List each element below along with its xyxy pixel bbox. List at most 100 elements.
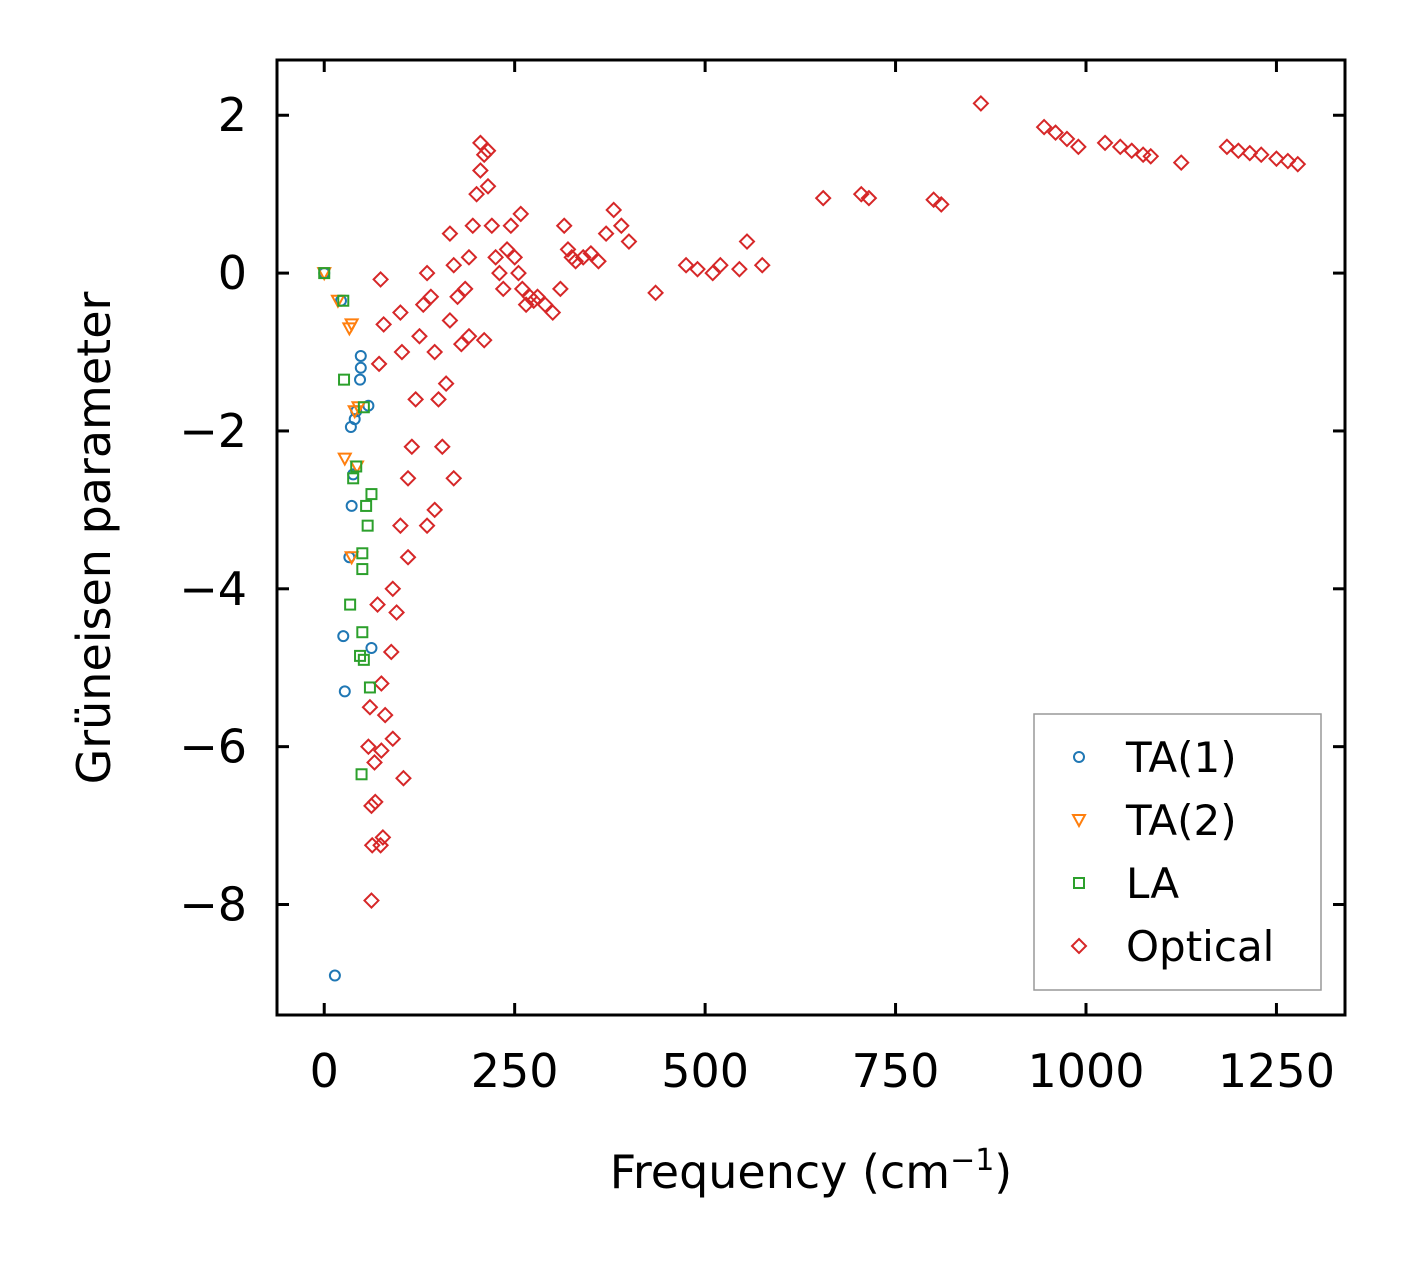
data-point <box>1289 155 1307 173</box>
data-point <box>403 438 421 456</box>
legend-label: TA(2) <box>1125 796 1237 845</box>
data-point <box>475 331 493 349</box>
data-point <box>1047 124 1064 142</box>
data-point <box>555 217 573 235</box>
data-point <box>925 191 943 209</box>
data-point <box>471 162 489 179</box>
data-point <box>1241 144 1259 162</box>
data-point <box>372 742 390 760</box>
data-point <box>337 452 353 467</box>
data-point <box>344 421 357 434</box>
data-point <box>357 401 370 414</box>
data-point <box>529 288 546 306</box>
data-point <box>388 604 406 621</box>
data-point <box>582 244 600 262</box>
y-tick-label: 2 <box>218 88 247 142</box>
legend: TA(1) TA(2) LA Optical <box>1033 713 1322 991</box>
data-point <box>512 205 530 223</box>
data-point <box>502 217 520 235</box>
legend-label: LA <box>1126 859 1179 908</box>
legend-entry-optical: Optical <box>1070 922 1274 971</box>
y-axis-label: Grüneisen parameter <box>67 291 121 784</box>
y-tick-label: −2 <box>179 404 247 458</box>
data-point <box>1268 150 1285 168</box>
data-point <box>356 563 369 576</box>
series-la <box>318 267 378 781</box>
data-point <box>354 373 367 386</box>
data-point <box>360 499 373 512</box>
data-point <box>345 499 358 512</box>
data-point <box>370 355 388 373</box>
data-point <box>491 264 508 282</box>
data-point <box>1279 152 1297 170</box>
data-point <box>460 327 478 345</box>
data-point <box>363 892 380 909</box>
data-point <box>1142 147 1160 165</box>
data-point <box>357 653 370 666</box>
x-tick-label: 750 <box>852 1044 940 1098</box>
data-point <box>407 390 425 408</box>
data-point <box>430 390 447 408</box>
data-point <box>393 343 411 361</box>
data-point <box>328 969 341 982</box>
y-tick-label: −8 <box>179 878 247 932</box>
x-tick-label: 500 <box>661 1044 749 1098</box>
data-point <box>445 469 463 487</box>
data-point <box>337 630 350 643</box>
data-point <box>1058 130 1076 148</box>
legend-entry-ta-1-: TA(1) <box>1073 733 1237 782</box>
data-point <box>498 241 516 258</box>
series-optical <box>359 94 1307 909</box>
x-tick-label: 0 <box>310 1044 339 1098</box>
x-tick-label: 1000 <box>1027 1044 1144 1098</box>
data-point <box>359 738 377 756</box>
data-point <box>441 312 459 329</box>
data-point <box>487 248 505 266</box>
data-point <box>452 335 470 353</box>
data-point <box>475 146 493 164</box>
data-point <box>354 361 367 374</box>
data-point <box>590 252 607 270</box>
data-point <box>426 343 444 361</box>
data-point <box>738 233 756 250</box>
data-point <box>1111 138 1129 156</box>
data-point <box>422 288 440 306</box>
data-point <box>567 252 585 270</box>
data-point <box>559 241 577 258</box>
legend-marker <box>1073 877 1085 889</box>
y-tick-label: 0 <box>218 246 247 300</box>
data-point <box>356 547 369 560</box>
data-point <box>337 294 350 307</box>
data-point <box>1218 138 1236 156</box>
x-axis-label: Frequency (cm−1) <box>610 1143 1013 1199</box>
data-point <box>365 641 378 654</box>
data-point <box>433 438 451 456</box>
plot-frame <box>275 58 1347 1017</box>
data-point <box>449 288 466 306</box>
data-point <box>395 769 412 787</box>
legend-marker <box>1070 937 1088 955</box>
data-point <box>361 698 379 716</box>
data-point <box>513 280 531 298</box>
data-point <box>456 280 474 298</box>
legend-label: Optical <box>1126 922 1274 971</box>
data-point <box>479 177 497 195</box>
data-point <box>361 519 374 532</box>
data-point <box>711 256 729 274</box>
data-point <box>374 829 392 846</box>
legend-entry-la: LA <box>1073 859 1179 908</box>
data-point <box>464 217 482 235</box>
data-point <box>399 469 417 487</box>
data-point <box>620 233 638 250</box>
x-tick-label: 1250 <box>1218 1044 1335 1098</box>
data-point <box>544 304 562 321</box>
y-tick-label: −6 <box>179 720 247 774</box>
data-point <box>347 472 360 485</box>
data-point <box>460 248 478 266</box>
data-point <box>338 685 351 698</box>
legend-marker <box>1071 814 1087 829</box>
data-point <box>384 580 402 598</box>
x-axis-label-superscript: −1 <box>950 1143 994 1178</box>
data-point <box>494 280 512 298</box>
